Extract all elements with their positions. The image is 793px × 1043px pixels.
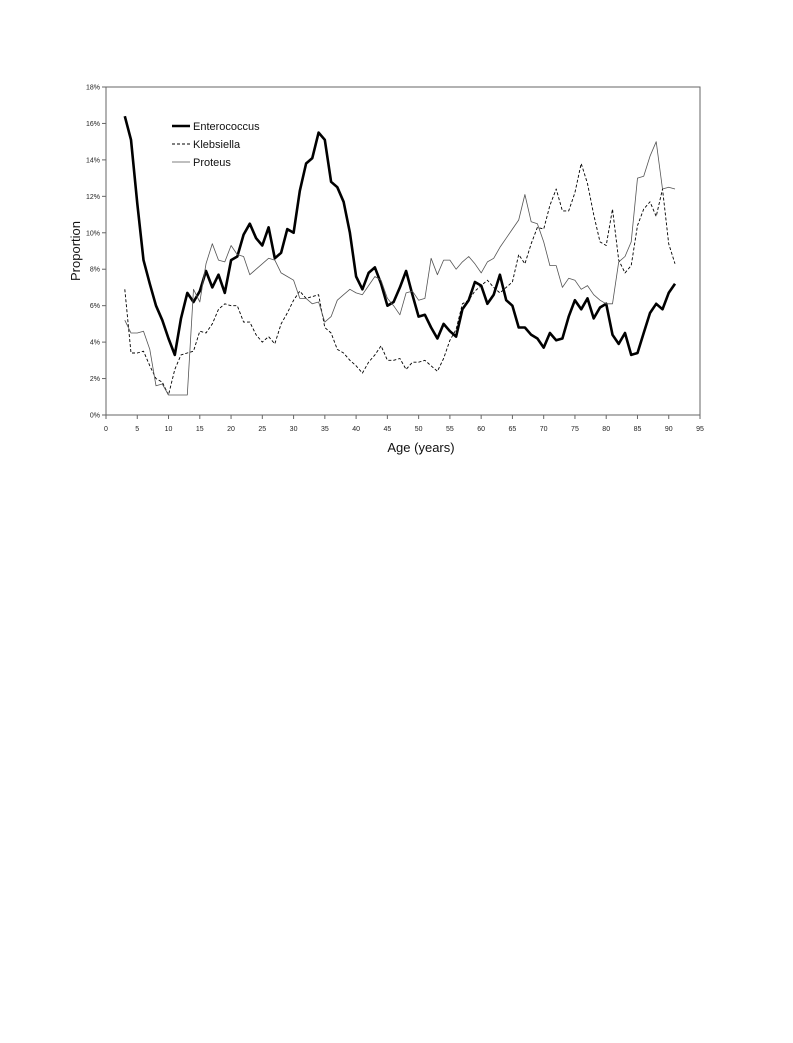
x-tick-label: 70 <box>540 426 548 433</box>
x-axis: 0 5 10 15 20 25 30 35 40 45 50 55 60 65 70 75 80 85 90 95 <box>104 415 704 433</box>
y-axis-title: Proportion <box>68 221 83 281</box>
x-tick-label: 80 <box>602 426 610 433</box>
plot-area-border <box>105 86 701 416</box>
y-tick-label: 4% <box>90 340 100 347</box>
x-tick-label: 35 <box>321 426 329 433</box>
x-tick-label: 55 <box>446 426 454 433</box>
x-tick-label: 50 <box>415 426 423 433</box>
legend-label-enterococcus: Enterococcus <box>193 121 260 133</box>
series-line-klebsiella <box>124 163 676 396</box>
x-axis-title: Age (years) <box>387 440 454 455</box>
x-tick-label: 10 <box>165 426 173 433</box>
y-tick-label: 6% <box>90 303 100 310</box>
x-tick-label: 30 <box>290 426 298 433</box>
x-tick-label: 15 <box>196 426 204 433</box>
legend: Enterococcus Klebsiella Proteus <box>172 121 260 169</box>
x-tick-label: 25 <box>258 426 266 433</box>
y-axis: 0% 2% 4% 6% 8% 10% 12% 14% 16% 18% <box>86 85 106 420</box>
legend-label-proteus: Proteus <box>193 157 231 169</box>
x-tick-label: 60 <box>477 426 485 433</box>
series-line-enterococcus <box>123 115 677 357</box>
x-tick-label: 5 <box>135 426 139 433</box>
x-tick-label: 20 <box>227 426 235 433</box>
y-tick-label: 2% <box>90 376 100 383</box>
x-tick-label: 85 <box>634 426 642 433</box>
x-tick-label: 90 <box>665 426 673 433</box>
x-tick-label: 45 <box>383 426 391 433</box>
y-tick-label: 0% <box>90 413 100 420</box>
y-tick-label: 18% <box>86 85 100 92</box>
x-tick-label: 75 <box>571 426 579 433</box>
x-tick-label: 0 <box>104 426 108 433</box>
y-tick-label: 14% <box>86 157 100 164</box>
x-tick-label: 40 <box>352 426 360 433</box>
y-tick-label: 12% <box>86 194 100 201</box>
y-tick-label: 8% <box>90 267 100 274</box>
series-layer <box>123 115 677 396</box>
series-line-proteus <box>124 141 676 396</box>
y-tick-label: 16% <box>86 121 100 128</box>
y-tick-label: 10% <box>86 230 100 237</box>
x-tick-label: 65 <box>509 426 517 433</box>
legend-label-klebsiella: Klebsiella <box>193 139 241 151</box>
x-tick-label: 95 <box>696 426 704 433</box>
